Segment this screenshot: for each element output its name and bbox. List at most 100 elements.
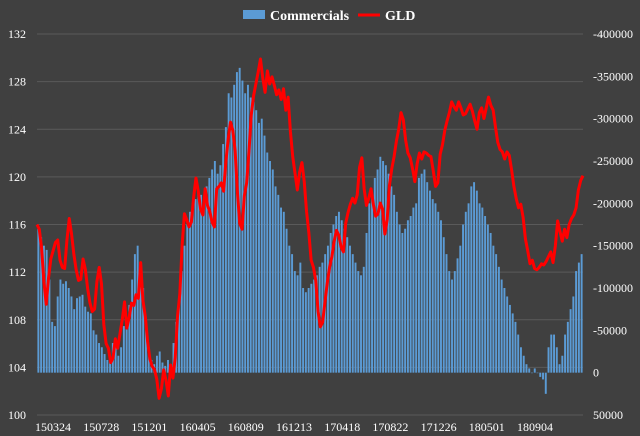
- commercials-bar: [462, 224, 465, 373]
- legend-gld-label: GLD: [385, 9, 415, 24]
- commercials-bar: [401, 232, 404, 373]
- commercials-bar: [131, 279, 134, 373]
- commercials-bar: [508, 304, 511, 373]
- x-axis-tick-label: 180904: [517, 420, 553, 434]
- x-axis-tick-label: 161213: [276, 420, 312, 434]
- commercials-bar: [249, 97, 252, 373]
- commercials-bar: [51, 321, 54, 373]
- commercials-bar: [155, 355, 158, 373]
- commercials-bar: [569, 309, 572, 373]
- commercials-bar: [395, 211, 398, 373]
- commercials-bar: [186, 224, 189, 373]
- commercials-bar: [426, 182, 429, 373]
- commercials-bar: [180, 271, 183, 373]
- commercials-bar: [351, 254, 354, 373]
- commercials-bar: [304, 292, 307, 373]
- commercials-bar: [64, 281, 67, 373]
- commercials-bar: [393, 194, 396, 373]
- commercials-bar: [415, 203, 418, 373]
- commercials-bar: [404, 228, 407, 373]
- commercials-bar: [495, 254, 498, 373]
- x-axis-tick-label: 151201: [131, 420, 167, 434]
- legend-commercials-label: Commercials: [270, 9, 350, 24]
- commercials-bar: [189, 211, 192, 373]
- commercials-bar: [269, 161, 271, 373]
- commercials-bar: [285, 228, 288, 373]
- commercials-bar: [511, 313, 514, 373]
- commercials-bar: [37, 228, 40, 373]
- right-axis-tick-label: 0: [593, 366, 599, 380]
- commercials-bar: [528, 368, 531, 373]
- commercials-bar: [70, 296, 73, 373]
- commercials-bar: [164, 365, 167, 373]
- commercials-bar: [183, 245, 186, 373]
- commercials-bar: [120, 347, 123, 373]
- legend: Commercials GLD: [243, 9, 415, 24]
- commercials-bar: [122, 326, 125, 373]
- x-axis-tick-label: 171226: [421, 420, 457, 434]
- gld-line: [35, 57, 585, 400]
- commercials-bar: [197, 190, 200, 373]
- commercials-bar: [544, 372, 547, 394]
- commercials-bar: [302, 288, 305, 373]
- commercials-bar: [48, 279, 51, 373]
- left-axis-tick-label: 108: [8, 313, 26, 327]
- commercials-bar: [260, 118, 263, 373]
- commercials-bar: [497, 266, 500, 373]
- commercials-bar: [139, 262, 142, 373]
- commercials-bar: [337, 211, 340, 373]
- commercials-bar: [536, 372, 539, 374]
- commercials-bar: [412, 207, 415, 373]
- commercials-bar: [45, 249, 48, 373]
- left-axis-tick-label: 116: [8, 218, 26, 232]
- commercials-bar: [233, 84, 236, 373]
- commercials-bar: [500, 279, 503, 373]
- commercials-bar: [178, 296, 180, 373]
- commercials-bar: [542, 372, 544, 380]
- commercials-bar: [103, 354, 106, 373]
- commercials-bar: [357, 271, 360, 373]
- commercials-bar: [451, 279, 453, 373]
- commercials-bar: [467, 203, 470, 373]
- commercials-bar: [224, 127, 227, 373]
- left-axis-tick-label: 120: [8, 170, 26, 184]
- right-axis-tick-label: -250000: [593, 154, 633, 168]
- commercials-bar: [442, 237, 445, 373]
- commercials-bar: [539, 372, 542, 377]
- commercials-bar: [354, 262, 357, 373]
- commercials-bar: [531, 372, 533, 374]
- commercials-bar: [384, 165, 387, 373]
- commercials-bar: [53, 326, 56, 373]
- commercials-bar: [525, 364, 528, 373]
- right-axis-tick-label: -400000: [593, 27, 633, 41]
- commercials-bar: [315, 275, 318, 373]
- commercials-bar: [299, 262, 302, 373]
- commercials-bar: [106, 359, 109, 373]
- commercials-bar: [133, 254, 136, 373]
- commercials-bar: [219, 165, 222, 373]
- commercials-bar: [489, 232, 492, 373]
- commercials-bar: [420, 173, 423, 373]
- commercials-bar: [142, 288, 145, 373]
- commercials-bar: [167, 359, 169, 373]
- commercials-bar: [362, 266, 365, 373]
- commercials-bar: [547, 347, 550, 373]
- commercials-bar: [349, 245, 351, 373]
- right-axis-tick-label: -200000: [593, 196, 633, 210]
- commercials-bar: [423, 169, 426, 373]
- right-axis-tick-label: 50000: [593, 408, 623, 422]
- commercials-bar: [575, 271, 578, 373]
- left-axis-tick-label: 124: [8, 122, 26, 136]
- left-axis-tick-label: 112: [8, 265, 26, 279]
- commercials-bar: [448, 271, 451, 373]
- commercials-bar: [473, 182, 476, 373]
- x-axis-tick-label: 170418: [324, 420, 360, 434]
- commercials-bar: [506, 296, 509, 373]
- commercials-bar: [470, 186, 473, 373]
- commercials-bar: [230, 97, 233, 373]
- commercials-bar: [580, 254, 583, 373]
- commercials-bar: [200, 194, 203, 373]
- commercials-bar: [340, 220, 343, 373]
- commercials-bar: [235, 72, 238, 373]
